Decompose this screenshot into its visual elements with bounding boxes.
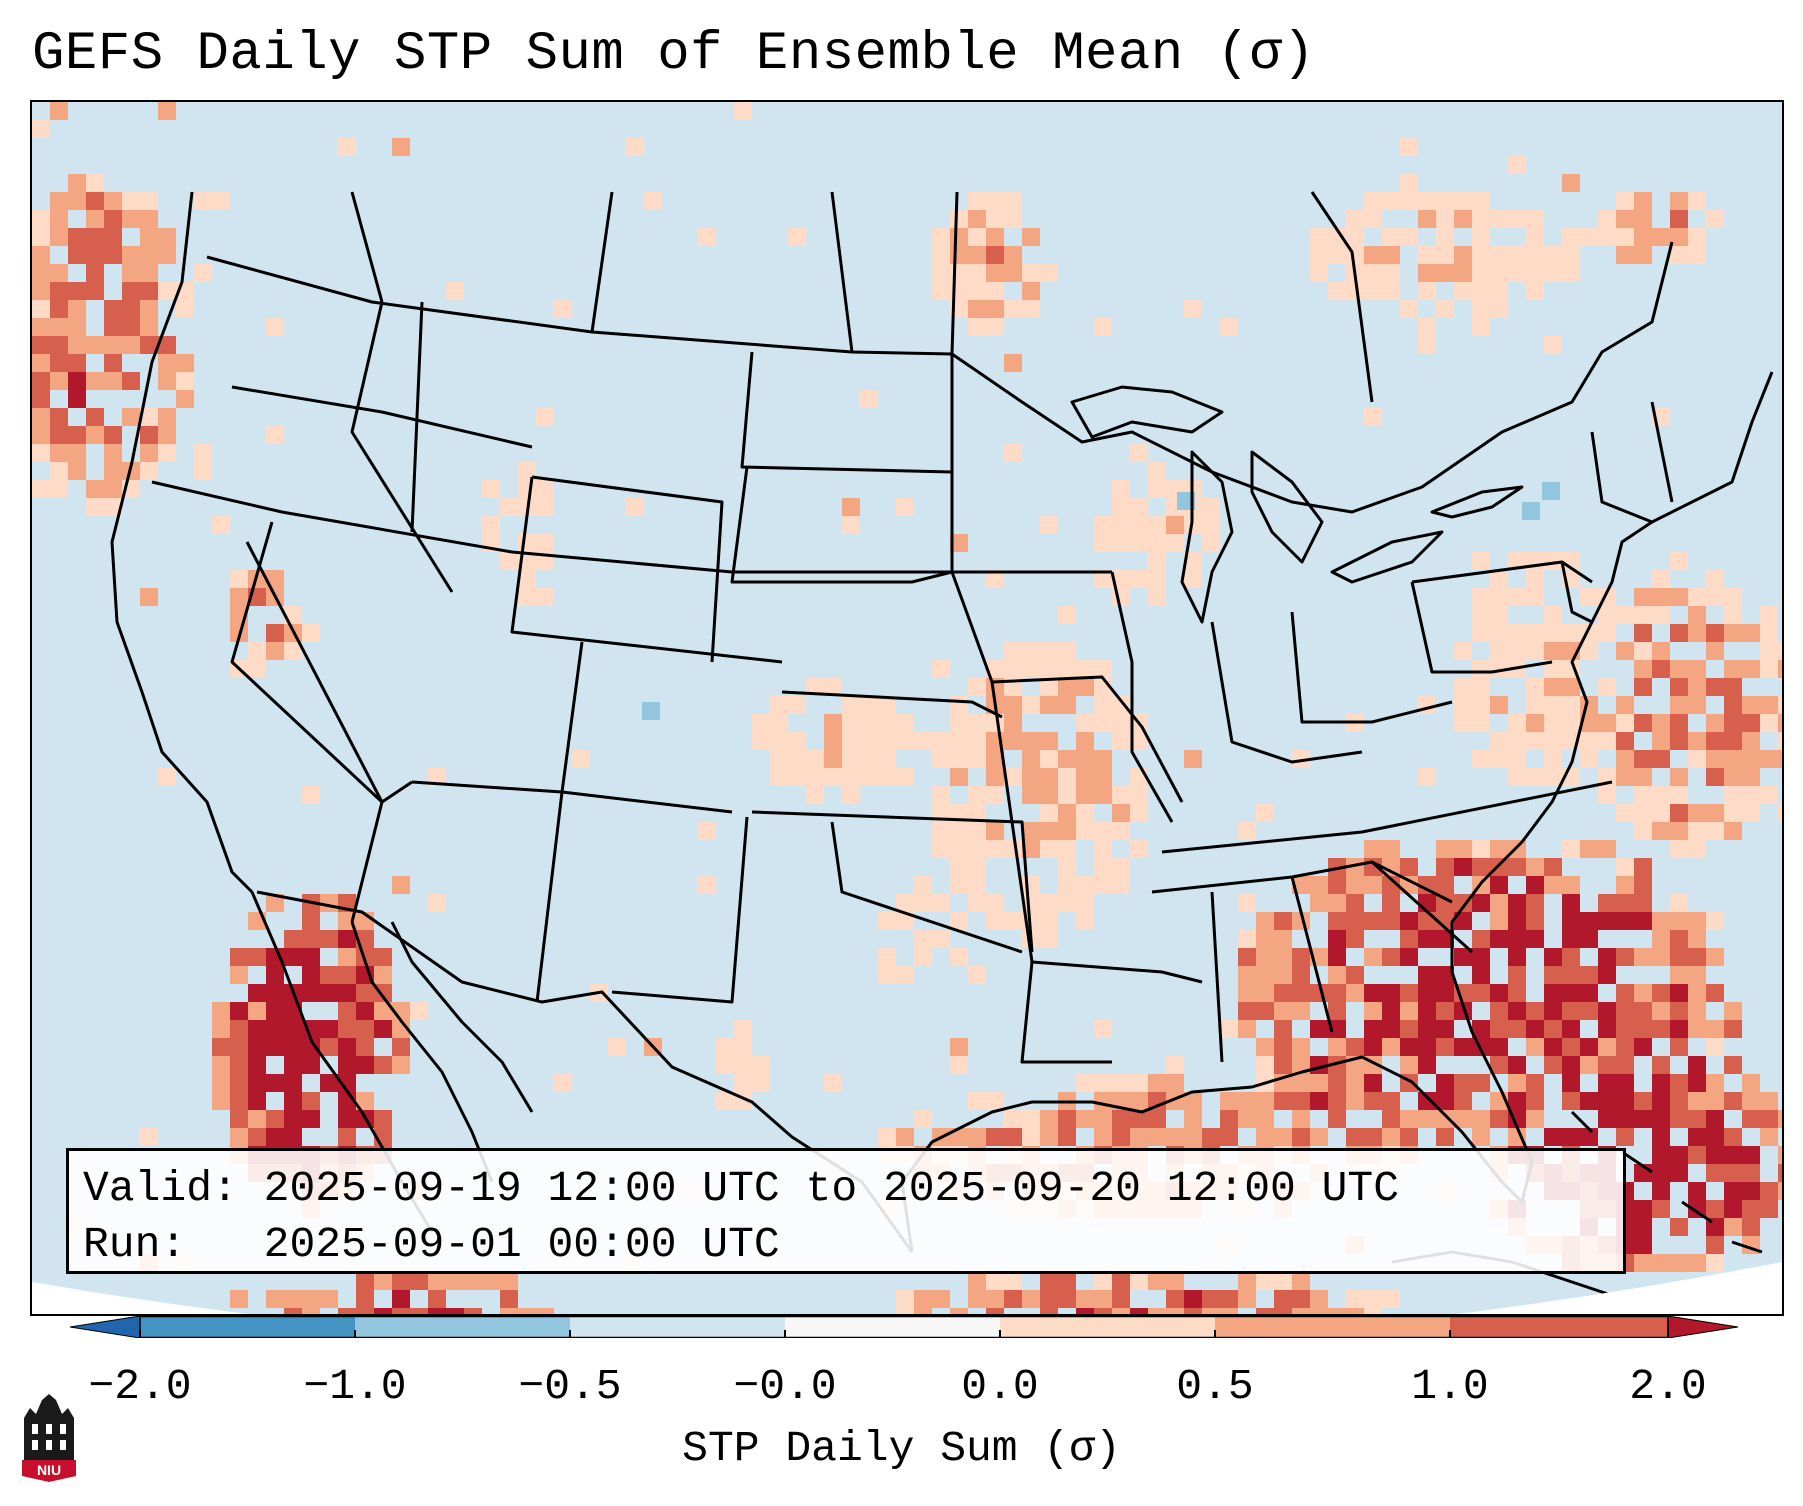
colorbar-tick-label: −1.0 bbox=[303, 1362, 407, 1411]
borders bbox=[110, 191, 1774, 1304]
colorbar-bin bbox=[355, 1316, 570, 1338]
colorbar-tick-label: 0.5 bbox=[1176, 1362, 1254, 1411]
colorbar-bin bbox=[1667, 1316, 1738, 1338]
map-title: GEFS Daily STP Sum of Ensemble Mean (σ) bbox=[32, 24, 1316, 85]
map-panel bbox=[30, 100, 1784, 1316]
run-value: 2025-09-01 00:00 UTC bbox=[263, 1220, 780, 1269]
colorbar-tick-label: 1.0 bbox=[1411, 1362, 1489, 1411]
colorbar-tick-label: −0.0 bbox=[733, 1362, 837, 1411]
valid-run-info: Valid: 2025-09-19 12:00 UTC to 2025-09-2… bbox=[66, 1148, 1626, 1274]
colorbar-tick-label: −2.0 bbox=[88, 1362, 192, 1411]
valid-label: Valid: bbox=[83, 1164, 238, 1213]
colorbar-bin bbox=[785, 1316, 1000, 1338]
niu-logo: NIU bbox=[22, 1394, 76, 1482]
colorbar-tick-label: −0.5 bbox=[518, 1362, 622, 1411]
colorbar-tick-label: 2.0 bbox=[1629, 1362, 1707, 1411]
colorbar-bin bbox=[70, 1316, 141, 1338]
colorbar-tick-label: 0.0 bbox=[961, 1362, 1039, 1411]
colorbar-label: STP Daily Sum (σ) bbox=[682, 1424, 1121, 1473]
colorbar-bin bbox=[140, 1316, 355, 1338]
colorbar-bin bbox=[1450, 1316, 1668, 1338]
stp-map bbox=[32, 102, 1782, 1314]
colorbar-bin bbox=[1215, 1316, 1450, 1338]
valid-value: 2025-09-19 12:00 UTC to 2025-09-20 12:00… bbox=[263, 1164, 1400, 1213]
colorbar-bin bbox=[570, 1316, 785, 1338]
run-label: Run: bbox=[83, 1220, 187, 1269]
colorbar-bin bbox=[1000, 1316, 1215, 1338]
svg-text:NIU: NIU bbox=[37, 1462, 61, 1478]
colorbar bbox=[70, 1316, 1738, 1338]
